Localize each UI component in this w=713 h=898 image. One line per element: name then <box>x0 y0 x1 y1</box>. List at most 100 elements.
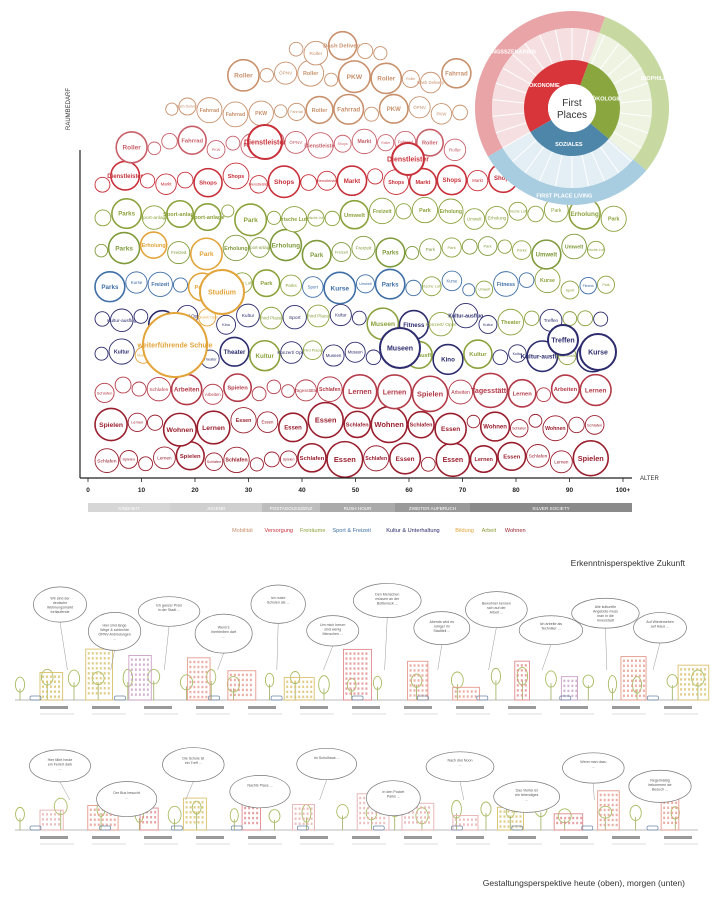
building-window <box>361 652 364 655</box>
building-window <box>189 685 192 689</box>
building-window <box>294 807 297 810</box>
speech-pointer <box>59 781 71 801</box>
wheel-spoke <box>581 29 590 62</box>
building-window <box>367 811 370 815</box>
bubble <box>419 238 442 261</box>
bubble-highlight <box>247 124 283 160</box>
building-window <box>704 668 707 671</box>
bubble <box>497 239 512 254</box>
building-window <box>638 674 641 677</box>
bubble <box>107 231 141 265</box>
building-window <box>417 689 420 692</box>
bubble <box>351 128 378 155</box>
bubble <box>234 203 268 237</box>
bubble <box>461 238 478 255</box>
bubble-label: Essen <box>284 425 302 431</box>
building-window <box>298 695 301 699</box>
legend-item: Wohnen <box>505 528 526 534</box>
wheel-spoke <box>581 154 590 187</box>
building-window <box>563 679 566 683</box>
building-window <box>193 685 196 689</box>
bubble-label: Sport <box>289 315 301 321</box>
building-window <box>466 695 469 698</box>
tree-crown <box>346 678 357 692</box>
building-window <box>607 808 610 812</box>
bubble <box>127 412 147 432</box>
building-window <box>363 796 366 800</box>
wheel-spoke <box>502 131 531 149</box>
building-window <box>50 675 52 678</box>
bubble-label: Essen <box>334 455 356 464</box>
building-window <box>626 664 629 667</box>
building-window <box>408 816 411 819</box>
speech-text: Ich ganzer Preis <box>156 604 182 608</box>
building-window <box>310 822 313 825</box>
building-window <box>229 683 232 687</box>
building-window <box>134 658 137 661</box>
building-window <box>193 675 196 679</box>
building-window <box>130 688 133 691</box>
bubble-label: Park <box>419 208 431 214</box>
building-window <box>349 652 352 655</box>
building-window <box>229 688 232 692</box>
building-window <box>466 823 469 826</box>
wheel-spoke <box>607 54 632 77</box>
building-window <box>193 801 196 804</box>
building-window <box>409 689 412 692</box>
bubble-label: Umwelt <box>359 282 373 286</box>
bubble <box>357 42 374 59</box>
bubble <box>317 376 343 403</box>
speech-text: Alle kulturelle <box>595 605 616 609</box>
bubble <box>560 280 580 300</box>
building <box>553 813 584 831</box>
building-window <box>365 652 368 655</box>
bubble-label: Fitness <box>497 282 515 288</box>
bubble-label: Parks <box>382 251 399 257</box>
building-window <box>576 816 579 820</box>
building-window <box>454 823 457 826</box>
building-window <box>630 684 633 687</box>
bubble <box>256 411 279 433</box>
building-window <box>503 810 506 813</box>
bubble <box>172 277 189 293</box>
bubble <box>94 448 120 473</box>
street-today: Wir sind derdeutscheWohnungsmarktfortlau… <box>14 583 710 715</box>
building-window <box>290 695 293 699</box>
bubble-label: Dienstleister <box>316 178 338 183</box>
x-axis-label: ALTER <box>640 476 660 482</box>
building-window <box>107 687 110 690</box>
building-window <box>205 695 208 699</box>
building-window <box>294 817 297 820</box>
caption-bar <box>560 836 588 839</box>
caption-bar <box>456 706 484 709</box>
bubble-label: Spielen <box>227 386 248 392</box>
building-window <box>349 672 352 675</box>
bubble <box>497 308 524 336</box>
building-window <box>103 682 106 685</box>
building-window <box>379 821 382 825</box>
building-window <box>91 657 94 660</box>
tree-crown <box>545 670 557 688</box>
bubble-highlight <box>199 269 245 315</box>
y-axis-label: RAUMBEDARF <box>66 88 72 130</box>
bubble <box>511 240 532 260</box>
bubble-label: Kultur <box>335 313 347 318</box>
building-window <box>371 816 374 820</box>
building-window <box>667 821 670 825</box>
building-window <box>99 687 102 690</box>
building-window <box>306 807 309 810</box>
speech-text: Nachts Place ... <box>247 784 272 788</box>
legend: Mobilität Versorgung Freiräume Sport & Frei… <box>232 528 526 534</box>
building-window <box>286 695 289 699</box>
building-window <box>91 672 94 675</box>
building-window <box>189 811 192 814</box>
building-window <box>93 818 96 821</box>
speech-text: Im Schulhaus ... <box>314 756 340 760</box>
building-window <box>142 683 145 686</box>
building-window <box>357 687 360 690</box>
building-window <box>420 816 423 819</box>
speech-pointer <box>319 779 327 801</box>
bubble <box>597 275 615 294</box>
building-window <box>185 821 188 824</box>
building-window <box>107 677 110 680</box>
